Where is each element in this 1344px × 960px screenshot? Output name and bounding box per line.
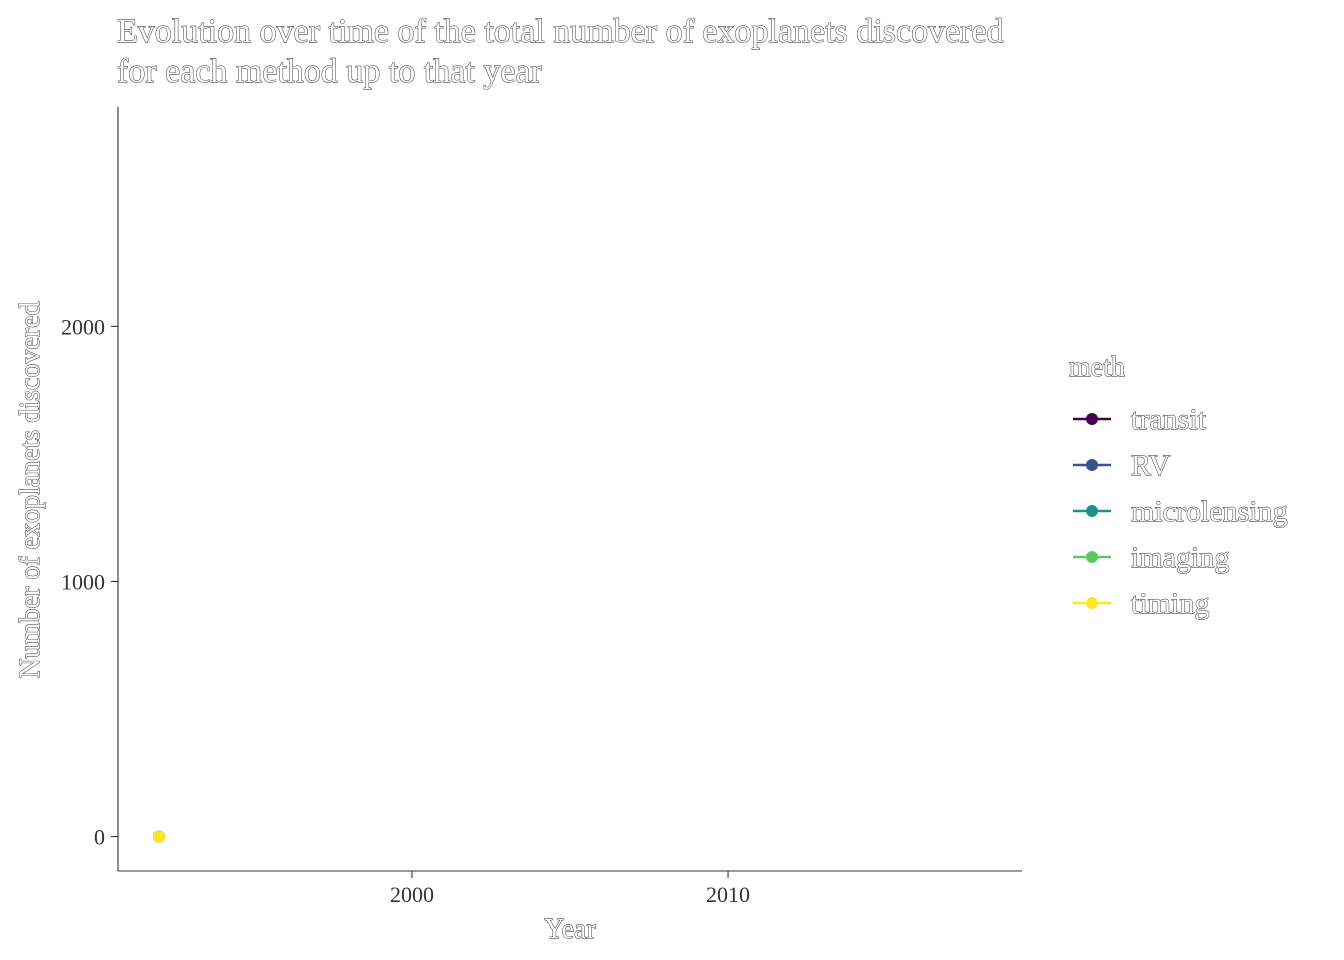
legend: meth transit RV microlensing imaging timing <box>1069 352 1289 621</box>
legend-item-rv: RV <box>1073 449 1171 482</box>
legend-title: meth <box>1069 352 1125 383</box>
y-tick-label: 0 <box>94 825 105 850</box>
legend-item-timing: timing <box>1073 587 1210 620</box>
legend-key-point <box>1086 459 1098 471</box>
y-tick-label: 2000 <box>61 314 105 339</box>
legend-label: microlensing <box>1131 495 1288 528</box>
legend-item-microlensing: microlensing <box>1073 495 1288 528</box>
legend-label: timing <box>1131 587 1209 620</box>
x-axis-title: Year <box>544 914 596 945</box>
y-axis-title: Number of exoplanets discovered <box>15 301 46 678</box>
legend-item-imaging: imaging <box>1073 541 1230 574</box>
x-tick-label: 2000 <box>390 882 434 907</box>
legend-item-transit: transit <box>1073 403 1207 436</box>
legend-items: transit RV microlensing imaging timing <box>1073 403 1288 620</box>
legend-key-point <box>1086 551 1098 563</box>
y-axis-ticks: 0 1000 2000 <box>61 314 118 850</box>
data-point-timing <box>153 830 166 843</box>
x-tick-label: 2010 <box>706 882 750 907</box>
legend-key-point <box>1086 597 1098 609</box>
legend-label: RV <box>1131 449 1171 482</box>
legend-label: transit <box>1131 403 1207 436</box>
legend-key-point <box>1086 505 1098 517</box>
chart-title-line-1: Evolution over time of the total number … <box>117 13 1004 50</box>
x-axis-ticks: 2000 2010 <box>390 871 750 907</box>
chart-title-line-2: for each method up to that year <box>117 53 543 90</box>
legend-key-point <box>1086 413 1098 425</box>
series-points <box>153 830 166 843</box>
y-tick-label: 1000 <box>61 569 105 594</box>
legend-label: imaging <box>1131 541 1229 574</box>
